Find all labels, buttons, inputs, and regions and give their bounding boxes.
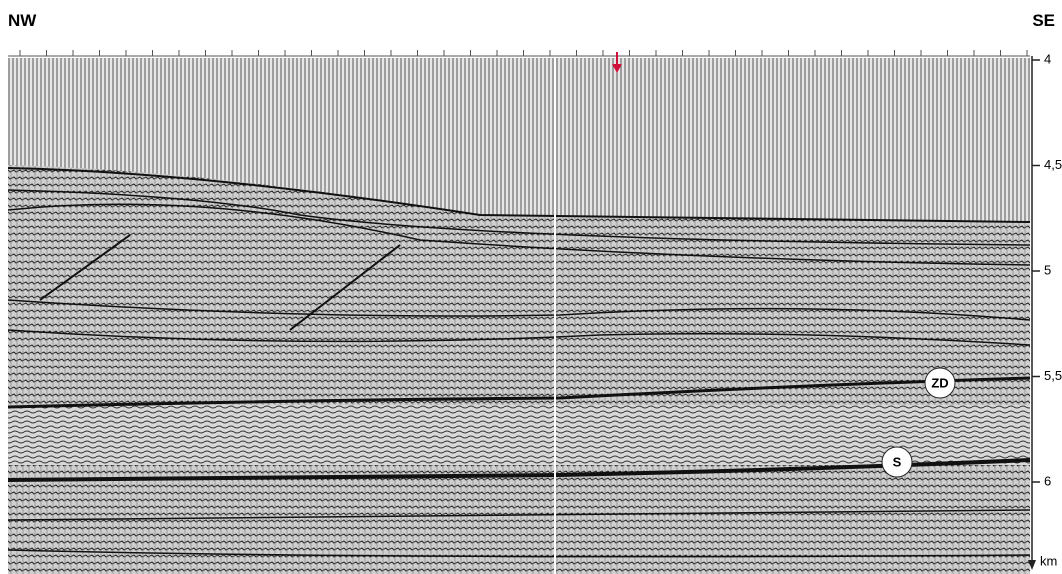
depth-tick-label: 5: [1044, 262, 1051, 277]
depth-tick-label: 4: [1044, 51, 1051, 66]
depth-tick-label: 4,5: [1044, 157, 1062, 172]
layer-zone: [8, 405, 1030, 465]
horizon-s: S: [882, 447, 912, 477]
seismic-figure: NW SE km ZD S 4 4,5 5 5,5 6: [0, 0, 1062, 574]
seismic-section: NW SE km ZD S 4 4,5 5 5,5 6: [0, 0, 1062, 574]
horizon-label: S: [893, 454, 902, 469]
sediment-zone: [8, 165, 1030, 574]
horizon-label: ZD: [931, 375, 948, 390]
nw-label: NW: [8, 11, 37, 30]
se-label: SE: [1032, 11, 1055, 30]
depth-tick-label: 5,5: [1044, 368, 1062, 383]
depth-tick-label: 6: [1044, 473, 1051, 488]
horizon-zd: ZD: [925, 368, 955, 398]
depth-unit: km: [1040, 553, 1057, 568]
